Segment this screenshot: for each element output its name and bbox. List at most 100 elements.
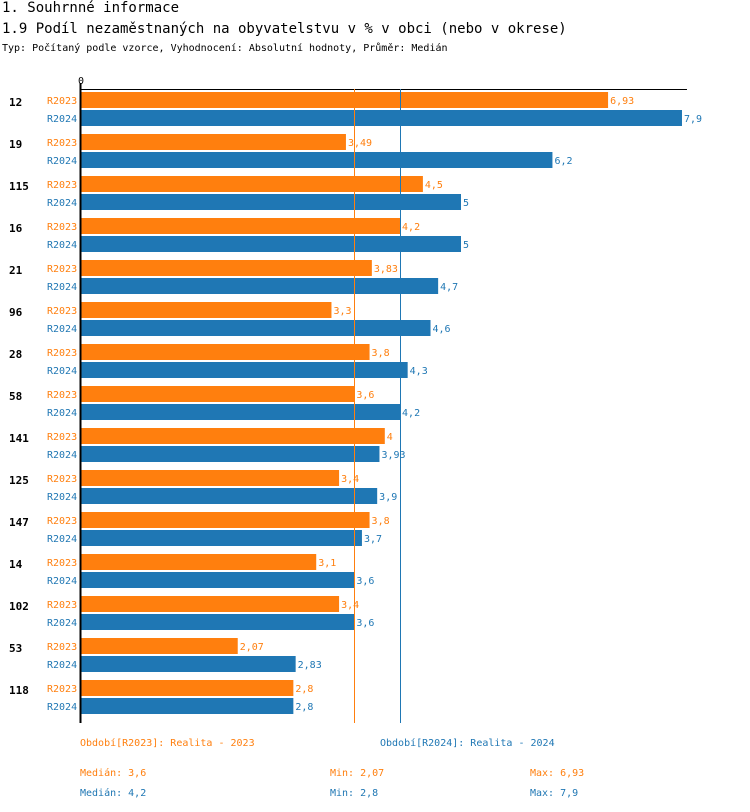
bar-r2023 [80,680,294,696]
bar-r2024 [80,488,378,504]
series-label: R2023 [47,516,77,527]
category-label: 96 [9,306,23,319]
series-label: R2023 [47,390,77,401]
data-label: 3,8 [372,348,390,359]
series-label: R2024 [47,576,77,587]
category-label: 28 [9,348,22,361]
bar-r2023 [80,470,340,486]
series-label: R2024 [47,114,77,125]
bar-r2024 [80,656,296,672]
category-label: 16 [9,222,23,235]
data-label: 4 [387,432,393,443]
data-label: 6,93 [610,96,634,107]
category-label: 53 [9,642,22,655]
data-label: 6,2 [554,156,572,167]
bar-r2023 [80,134,346,150]
data-label: 4,7 [440,282,458,293]
data-label: 3,6 [356,618,374,629]
section-title: 1. Souhrnné informace [2,0,180,16]
data-label: 4,6 [433,324,451,335]
series-label: R2023 [47,600,77,611]
data-label: 5 [463,198,469,209]
data-label: 3,4 [341,600,359,611]
series-label: R2023 [47,558,77,569]
max-r2024: Max: 7,9 [530,788,579,799]
category-label: 147 [9,516,29,529]
series-label: R2024 [47,618,77,629]
bar-r2023 [80,176,423,192]
category-label: 115 [9,180,29,193]
bar-r2024 [80,152,553,168]
series-label: R2024 [47,534,77,545]
data-label: 4,5 [425,180,443,191]
median-r2024: Medián: 4,2 [80,788,147,799]
bar-r2023 [80,218,401,234]
bar-r2024 [80,698,294,714]
data-label: 3,1 [318,558,336,569]
series-label: R2024 [47,240,77,251]
bar-r2023 [80,260,372,276]
bar-r2024 [80,320,431,336]
series-label: R2023 [47,684,77,695]
bar-r2023 [80,386,355,402]
bar-r2024 [80,236,461,252]
axis-zero-label: 0 [78,76,84,87]
bar-r2024 [80,194,461,210]
category-label: 21 [9,264,23,277]
series-label: R2024 [47,702,77,713]
series-label: R2024 [47,282,77,293]
data-label: 4,3 [410,366,428,377]
bar-r2023 [80,512,370,528]
category-label: 12 [9,96,22,109]
series-label: R2024 [47,408,77,419]
series-label: R2023 [47,180,77,191]
category-label: 14 [9,558,23,571]
chart-subtitle: Typ: Počítaný podle vzorce, Vyhodnocení:… [2,43,448,54]
bar-r2024 [80,572,355,588]
series-label: R2023 [47,96,77,107]
bar-chart: 0 12 R2023 6,93 R2024 7,9 19 R2023 3,49 R2024 6,2 1… [9,76,702,723]
bar-r2024 [80,278,439,294]
series-label: R2023 [47,432,77,443]
bar-r2023 [80,638,238,654]
data-label: 4,2 [402,408,420,419]
min-r2023: Min: 2,07 [330,768,385,779]
bar-r2024 [80,614,355,630]
series-label: R2023 [47,642,77,653]
category-label: 125 [9,474,29,487]
series-label: R2024 [47,198,77,209]
min-r2024: Min: 2,8 [330,788,379,799]
data-label: 2,8 [295,684,313,695]
category-label: 118 [9,684,29,697]
bar-r2024 [80,446,380,462]
legend-r2024: Období[R2024]: Realita - 2024 [380,738,555,749]
bar-r2023 [80,92,609,108]
series-label: R2023 [47,138,77,149]
bar-r2023 [80,596,340,612]
series-label: R2023 [47,222,77,233]
series-label: R2023 [47,306,77,317]
series-label: R2024 [47,660,77,671]
series-label: R2024 [47,324,77,335]
data-label: 3,3 [333,306,351,317]
series-label: R2024 [47,492,77,503]
max-r2023: Max: 6,93 [530,768,585,779]
series-label: R2023 [47,264,77,275]
data-label: 3,6 [356,576,374,587]
data-label: 7,9 [684,114,702,125]
category-label: 19 [9,138,22,151]
series-label: R2024 [47,450,77,461]
data-label: 2,8 [295,702,313,713]
series-label: R2023 [47,348,77,359]
median-r2023: Medián: 3,6 [80,768,147,779]
bar-r2023 [80,344,370,360]
bar-r2023 [80,554,317,570]
category-label: 102 [9,600,29,613]
bar-r2024 [80,110,682,126]
bar-r2024 [80,404,401,420]
data-label: 4,2 [402,222,420,233]
chart-title: 1.9 Podíl nezaměstnaných na obyvatelstvu… [2,21,567,37]
data-label: 3,49 [348,138,372,149]
data-label: 3,6 [356,390,374,401]
series-label: R2023 [47,474,77,485]
